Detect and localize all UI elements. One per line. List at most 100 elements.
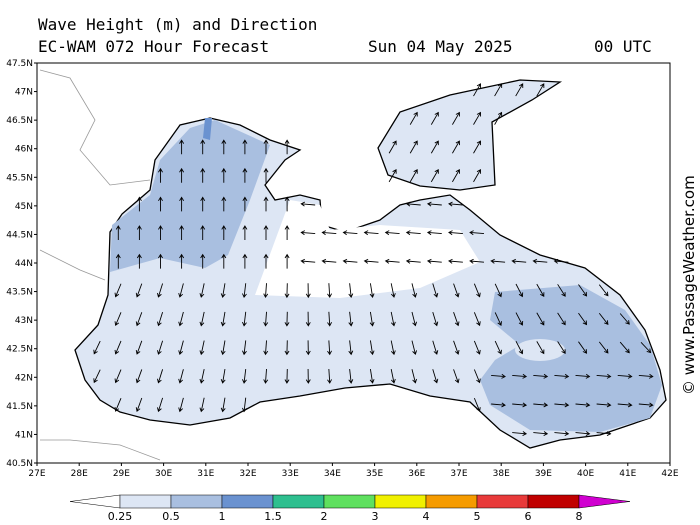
arrow [494, 283, 502, 298]
arrow [598, 313, 609, 326]
lon-label: 35E [366, 469, 383, 479]
arrow [179, 167, 185, 183]
arrow [430, 168, 439, 183]
lon-label: 41E [619, 469, 636, 479]
arrow [199, 283, 205, 298]
legend-swatch [476, 494, 529, 509]
arrow [596, 431, 612, 436]
arrow [469, 230, 485, 236]
arrow [453, 369, 460, 384]
arrow [575, 402, 591, 408]
legend-label: 1 [219, 510, 226, 523]
arrow [405, 258, 421, 264]
arrow [135, 369, 143, 384]
arrow [305, 283, 311, 299]
arrow [242, 368, 247, 384]
lon-label: 27E [28, 469, 45, 479]
arrow [557, 284, 566, 297]
arrow [263, 225, 269, 240]
arrow [432, 369, 439, 384]
arrow [114, 340, 122, 355]
arrow [533, 431, 549, 436]
arrow [221, 225, 227, 240]
arrow [491, 402, 506, 408]
arrow [430, 140, 439, 154]
legend-label: 1.5 [264, 510, 282, 523]
lon-label: 37E [450, 469, 467, 479]
arrow [390, 369, 396, 384]
arrow [263, 167, 269, 183]
arrow [342, 230, 358, 236]
arrow [300, 201, 316, 207]
lat-label: 44.5N [6, 230, 33, 240]
time: 00 UTC [594, 37, 652, 56]
arrow [199, 311, 205, 327]
arrow [115, 225, 121, 240]
arrow [93, 340, 101, 355]
arrow [473, 140, 482, 154]
arrow [348, 368, 354, 384]
arrow [263, 253, 269, 269]
arrow [200, 139, 206, 155]
legend-swatch [119, 494, 172, 509]
wave-zone [110, 120, 270, 272]
lon-label: 40E [577, 469, 594, 479]
arrow [157, 283, 164, 298]
arrow [511, 258, 527, 264]
arrow [200, 253, 206, 269]
arrow [405, 201, 421, 207]
arrow [284, 225, 290, 240]
arrows [93, 83, 654, 436]
arrow [220, 283, 226, 298]
arrow [158, 225, 163, 240]
arrow [179, 225, 185, 240]
legend-label: 2 [321, 510, 328, 523]
arrow [348, 283, 354, 299]
arrow [242, 196, 248, 212]
arrow [179, 139, 185, 155]
legend-label: 4 [423, 510, 430, 523]
lon-label: 29E [113, 469, 130, 479]
arrow [432, 283, 439, 298]
arrow [284, 368, 290, 384]
arrow [469, 258, 485, 264]
arrow [348, 340, 354, 356]
arrow [220, 369, 226, 384]
arrow [242, 283, 247, 299]
arrow [452, 140, 460, 154]
lon-label: 32E [239, 469, 256, 479]
arrow [536, 83, 545, 97]
legend-label: 8 [576, 510, 583, 523]
arrow [114, 369, 122, 384]
date: Sun 04 May 2025 [368, 37, 513, 56]
arrow [490, 258, 506, 264]
arrow [491, 373, 506, 379]
border [39, 69, 161, 461]
arrow [432, 340, 439, 355]
lat-label: 43.5N [6, 288, 33, 298]
lat-label: 47.5N [6, 59, 33, 69]
lon-label: 36E [408, 469, 425, 479]
arrow [199, 369, 205, 384]
arrow [348, 311, 354, 327]
legend-swatch [221, 494, 274, 509]
arrow [263, 283, 269, 299]
arrow [430, 111, 439, 125]
arrow [363, 258, 379, 264]
arrow [494, 83, 503, 97]
arrow [221, 167, 227, 183]
arrow [411, 369, 418, 384]
arrow [411, 311, 418, 327]
lon-label: 39E [535, 469, 552, 479]
arrow [200, 196, 206, 212]
arrow [157, 369, 164, 384]
arrow [578, 341, 588, 354]
lat-label: 47N [15, 88, 33, 98]
legend-label: 0.5 [162, 510, 180, 523]
arrow [220, 340, 226, 356]
arrow [305, 311, 311, 327]
sea-of-azov [377, 79, 563, 191]
arrow [409, 168, 418, 183]
arrow [575, 373, 591, 379]
arrow [473, 168, 482, 183]
